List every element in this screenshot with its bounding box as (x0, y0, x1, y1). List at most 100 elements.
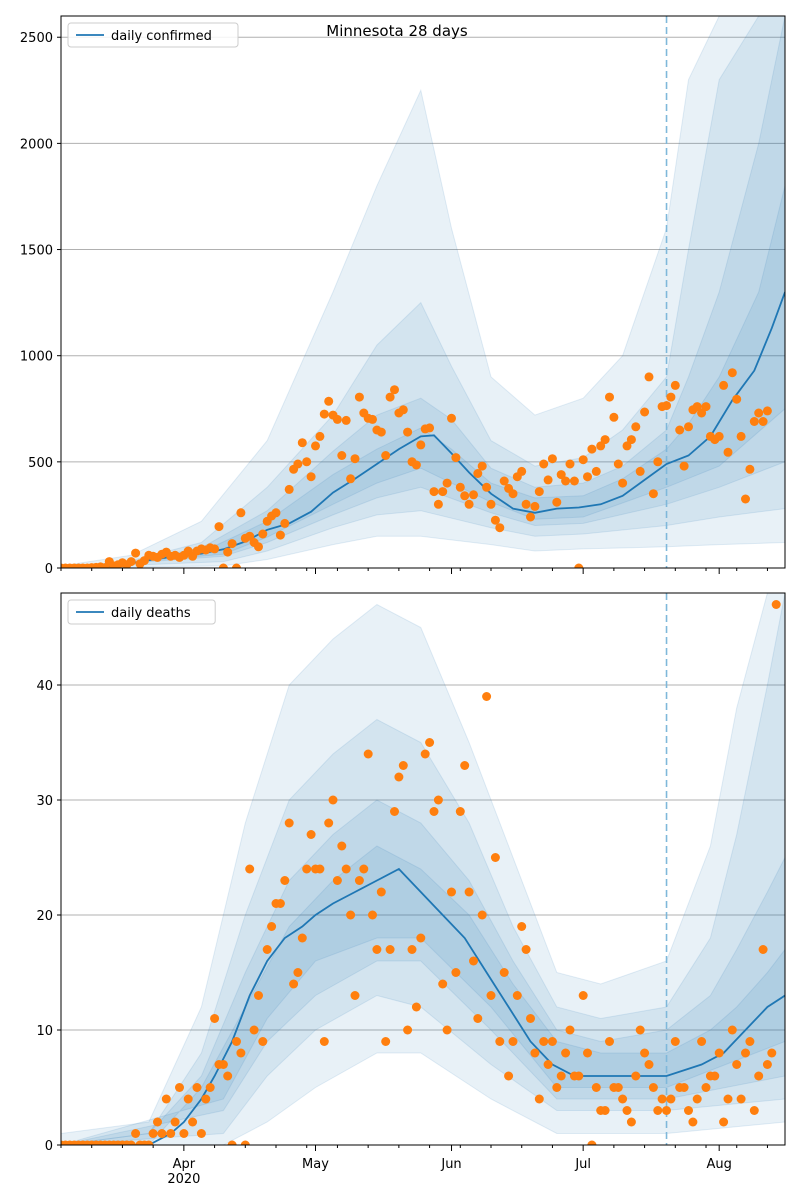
data-point (254, 991, 263, 1000)
data-point (267, 922, 277, 931)
data-point (254, 542, 263, 552)
data-point (245, 864, 255, 874)
data-point (289, 979, 299, 989)
plot-area (61, 593, 785, 1145)
data-point (390, 385, 399, 395)
data-point (565, 459, 575, 469)
data-point (662, 1106, 671, 1115)
y-tick-label: 30 (36, 794, 53, 809)
data-point (411, 1002, 421, 1012)
data-point (214, 522, 224, 532)
data-point (477, 910, 487, 920)
uncertainty-band (61, 593, 785, 1145)
data-point (201, 1094, 211, 1104)
data-point (131, 548, 141, 558)
data-point (218, 563, 228, 568)
data-point (714, 1048, 724, 1058)
data-point (490, 515, 500, 525)
series-line (61, 867, 785, 1145)
data-point (455, 807, 465, 816)
data-point (635, 1025, 645, 1035)
data-point (227, 1140, 237, 1145)
data-point (271, 508, 281, 518)
data-point (591, 466, 601, 476)
data-point (490, 853, 500, 862)
data-point (223, 547, 233, 557)
data-point (438, 979, 448, 989)
axes-frame (60, 15, 786, 569)
data-point (754, 1071, 764, 1081)
data-point (521, 499, 531, 509)
data-point (534, 487, 544, 497)
x-tick-label: Aug (706, 1157, 731, 1172)
data-point (425, 423, 435, 433)
data-point (477, 461, 487, 471)
data-point (762, 406, 772, 416)
data-point (442, 1025, 452, 1035)
data-point (534, 1094, 544, 1104)
data-point (354, 392, 364, 402)
data-point (732, 1060, 742, 1069)
data-point (332, 876, 342, 885)
data-point (126, 557, 136, 567)
data-point (179, 1129, 189, 1138)
data-point (442, 478, 452, 488)
data-point (710, 1071, 720, 1081)
data-point (547, 454, 557, 464)
data-point (644, 1060, 654, 1069)
y-tick-label: 0 (45, 562, 53, 577)
data-point (697, 1037, 707, 1046)
data-point (596, 441, 606, 451)
data-point (196, 1129, 206, 1138)
data-point (499, 476, 509, 486)
data-point (583, 472, 592, 482)
data-point (657, 1094, 667, 1104)
data-point (648, 489, 658, 499)
data-point (605, 392, 614, 402)
data-point (578, 455, 588, 465)
data-point (126, 1140, 136, 1145)
data-point (574, 1071, 584, 1081)
uncertainty-band (61, 16, 785, 568)
confirmed-panel: 0 500 1000 1500 2000 2500 daily confirmed (20, 15, 786, 577)
data-point (227, 539, 237, 549)
data-point (644, 372, 654, 382)
legend: daily confirmed (67, 22, 239, 48)
data-point (530, 1048, 540, 1058)
x-tick-label: May (302, 1157, 329, 1172)
data-point (451, 453, 461, 463)
data-point (543, 475, 553, 485)
legend-label: daily confirmed (111, 29, 212, 44)
data-point (232, 563, 241, 568)
data-point (670, 1037, 680, 1046)
y-tick-label: 40 (36, 679, 53, 694)
data-point (407, 945, 417, 954)
data-point (429, 487, 439, 497)
data-point (670, 380, 680, 390)
data-point (495, 1037, 505, 1046)
data-point (175, 1083, 184, 1092)
data-point (144, 1140, 154, 1145)
data-point (692, 1094, 702, 1104)
data-point (315, 431, 325, 441)
data-point (600, 1106, 610, 1115)
data-point (741, 1048, 750, 1058)
y-tick-label: 2000 (20, 137, 53, 152)
data-point (302, 457, 312, 467)
data-point (613, 1083, 623, 1092)
data-point (324, 396, 334, 406)
data-point (433, 499, 443, 509)
data-point (411, 460, 421, 470)
data-point (170, 1117, 180, 1127)
data-point (745, 1037, 755, 1046)
data-point (245, 531, 255, 541)
y-tick-label: 500 (28, 456, 53, 471)
data-point (679, 461, 689, 471)
data-point (745, 464, 755, 474)
data-point (565, 1025, 575, 1035)
data-point (262, 945, 272, 954)
data-point (346, 910, 356, 920)
data-point (319, 409, 329, 419)
data-point (363, 749, 373, 759)
data-point (631, 1071, 641, 1081)
